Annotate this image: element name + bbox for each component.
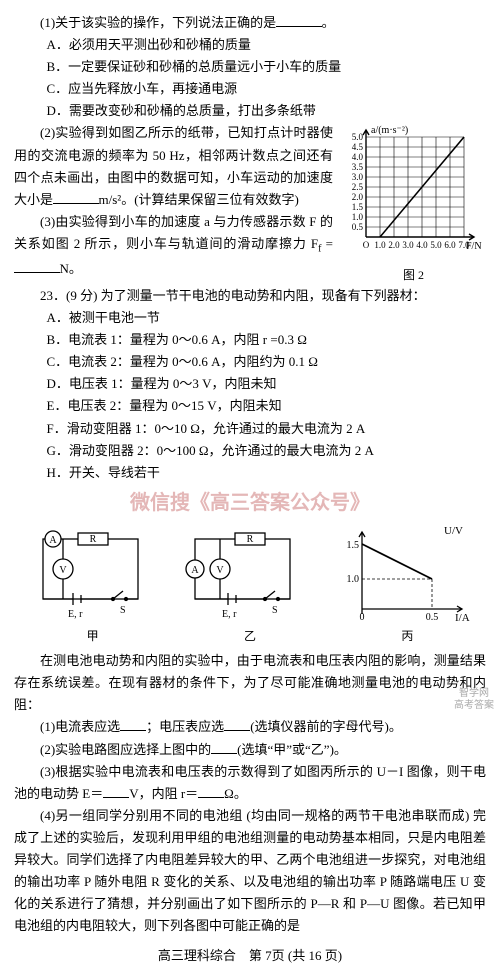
- svg-text:1.5: 1.5: [352, 202, 364, 212]
- watermark: 微信搜《高三答案公众号》: [14, 486, 486, 520]
- svg-text:5.0: 5.0: [352, 132, 364, 142]
- q22-opt-d: D．需要改变砂和砂桶的总质量，打出多条纸带: [14, 100, 486, 122]
- svg-text:1.0: 1.0: [352, 212, 364, 222]
- svg-text:2.0: 2.0: [352, 192, 364, 202]
- stamp-l2: 高考答案: [454, 700, 494, 712]
- svg-text:1.5: 1.5: [347, 540, 360, 551]
- q23-C: C．电流表 2：量程为 0～0.6 A，内阻约为 0.1 Ω: [14, 351, 486, 373]
- svg-text:R: R: [247, 534, 254, 545]
- q2b: (选填“甲”或“乙”)。: [237, 742, 347, 757]
- circuit-row: R V A S E, r R V A S E, r: [14, 524, 486, 624]
- svg-text:R: R: [89, 534, 96, 545]
- caption-yi: 乙: [244, 626, 256, 646]
- figure-2-caption: 图 2: [341, 265, 486, 285]
- svg-text:V: V: [216, 565, 224, 576]
- q22-part3a: (3)由实验得到小车的加速度 a 与力传感器示数 F 的关系如图 2 所示，则小…: [14, 214, 333, 251]
- circuit-captions: 甲 乙 丙: [14, 626, 486, 646]
- caption-bing: 丙: [401, 626, 413, 646]
- caption-jia: 甲: [87, 626, 99, 646]
- svg-text:4.0: 4.0: [352, 152, 364, 162]
- svg-text:1.0: 1.0: [347, 574, 360, 585]
- svg-text:0.5: 0.5: [352, 222, 364, 232]
- q23-G: G．滑动变阻器 2：0～100 Ω，允许通过的最大电流为 2 A: [14, 440, 486, 462]
- svg-text:5.0: 5.0: [430, 240, 442, 250]
- svg-text:0.5: 0.5: [426, 612, 439, 623]
- svg-text:2.5: 2.5: [352, 182, 364, 192]
- q22-part1: (1)关于该实验的操作，下列说法正确的是 。: [14, 12, 486, 34]
- q23-H: H．开关、导线若干: [14, 462, 486, 484]
- blank-q22-2[interactable]: [53, 190, 99, 204]
- body-q2: (2)实验电路图应选择上图中的 (选填“甲”或“乙”)。: [14, 739, 486, 761]
- svg-text:3.5: 3.5: [352, 162, 364, 172]
- corner-stamp: 智学网 高考答案: [454, 688, 494, 712]
- q22-part1-text: (1)关于该实验的操作，下列说法正确的是: [40, 15, 276, 30]
- q22-part2b: m/s²。(计算结果保留三位有效数字): [99, 192, 299, 207]
- q22-part3b: =: [326, 236, 333, 251]
- q22-opt-c: C．应当先释放小车，再接通电源: [14, 78, 486, 100]
- svg-text:A: A: [191, 565, 199, 576]
- circuit-yi: R V A S E, r: [180, 529, 305, 624]
- svg-text:6.0: 6.0: [444, 240, 456, 250]
- figure-2: a/(m·s⁻²) F/N 0.51.0 1.52.0 2.53.0 3.54.…: [341, 122, 486, 284]
- blank-r[interactable]: [198, 784, 224, 798]
- svg-text:0: 0: [360, 612, 365, 623]
- body-q4: (4)另一组同学分别用不同的电池组 (均由同一规格的两节干电池串联而成) 完成了…: [14, 805, 486, 938]
- q23-F: F．滑动变阻器 1：0～10 Ω，允许通过的最大电流为 2 A: [14, 418, 486, 440]
- q1b: ；电压表应选: [146, 719, 224, 734]
- svg-text:3.0: 3.0: [352, 172, 364, 182]
- q22-opt-a: A．必须用天平测出砂和砂桶的质量: [14, 34, 486, 56]
- q3a: (3)根据实验中电流表和电压表的示数得到了如图丙所示的 U－I 图像，则干电池的…: [14, 764, 486, 801]
- svg-text:4.0: 4.0: [416, 240, 428, 250]
- svg-text:V: V: [59, 565, 67, 576]
- body-q1: (1)电流表应选 ；电压表应选 (选填仪器前的字母代号)。: [14, 716, 486, 738]
- q3b: V，内阻 r＝: [129, 786, 198, 801]
- q23-E: E．电压表 2：量程为 0～15 V，内阻未知: [14, 395, 486, 417]
- period: 。: [322, 15, 335, 30]
- fig2-ylabel: a/(m·s⁻²): [371, 125, 408, 136]
- svg-text:E, r: E, r: [68, 609, 83, 620]
- figure-bing: U/V I/A 1.5 1.0 0 0.5: [332, 524, 472, 624]
- blank-q22-3[interactable]: [14, 259, 60, 273]
- q22-part3c: N。: [60, 261, 82, 276]
- blank-emf[interactable]: [103, 784, 129, 798]
- body-p1: 在测电池电动势和内阻的实验中，由于电流表和电压表内阻的影响，测量结果存在系统误差…: [14, 650, 486, 716]
- q3c: Ω。: [224, 786, 247, 801]
- q23-stem: 23．(9 分) 为了测量一节干电池的电动势和内阻，现备有下列器材：: [14, 285, 486, 307]
- blank-circ[interactable]: [211, 740, 237, 754]
- q22-opt-b: B．一定要保证砂和砂桶的总质量远小于小车的质量: [14, 56, 486, 78]
- svg-text:3.0: 3.0: [402, 240, 414, 250]
- q23-D: D．电压表 1：量程为 0～3 V，内阻未知: [14, 373, 486, 395]
- blank-volt[interactable]: [224, 717, 250, 731]
- blank-amm[interactable]: [120, 717, 146, 731]
- q1c: (选填仪器前的字母代号)。: [250, 719, 402, 734]
- page-footer: 高三理科综合 第 7页 (共 16 页): [14, 945, 486, 967]
- circuit-jia: R V A S E, r: [28, 529, 153, 624]
- svg-text:I/A: I/A: [455, 612, 470, 624]
- svg-text:S: S: [272, 605, 278, 616]
- q22-ff-sub: f: [318, 244, 321, 255]
- svg-text:A: A: [49, 535, 57, 546]
- svg-text:4.5: 4.5: [352, 142, 364, 152]
- svg-text:U/V: U/V: [444, 525, 463, 537]
- svg-text:2.0: 2.0: [388, 240, 400, 250]
- svg-text:7.0: 7.0: [458, 240, 470, 250]
- q2a: (2)实验电路图应选择上图中的: [40, 742, 211, 757]
- q22-part2: (2)实验得到如图乙所示的纸带，已知打点计时器使用的交流电源的频率为 50 Hz…: [14, 122, 333, 210]
- blank-q22-1[interactable]: [276, 13, 322, 27]
- q23-A: A．被测干电池一节: [14, 307, 486, 329]
- body-q3: (3)根据实验中电流表和电压表的示数得到了如图丙所示的 U－I 图像，则干电池的…: [14, 761, 486, 805]
- svg-text:1.0: 1.0: [374, 240, 386, 250]
- q22-part3: (3)由实验得到小车的加速度 a 与力传感器示数 F 的关系如图 2 所示，则小…: [14, 211, 333, 280]
- q1a: (1)电流表应选: [40, 719, 120, 734]
- q23-B: B．电流表 1：量程为 0～0.6 A，内阻 r =0.3 Ω: [14, 329, 486, 351]
- stamp-l1: 智学网: [454, 688, 494, 700]
- svg-text:S: S: [120, 605, 126, 616]
- figure-2-svg: a/(m·s⁻²) F/N 0.51.0 1.52.0 2.53.0 3.54.…: [341, 122, 486, 257]
- svg-text:O: O: [363, 240, 370, 250]
- svg-text:E, r: E, r: [222, 609, 237, 620]
